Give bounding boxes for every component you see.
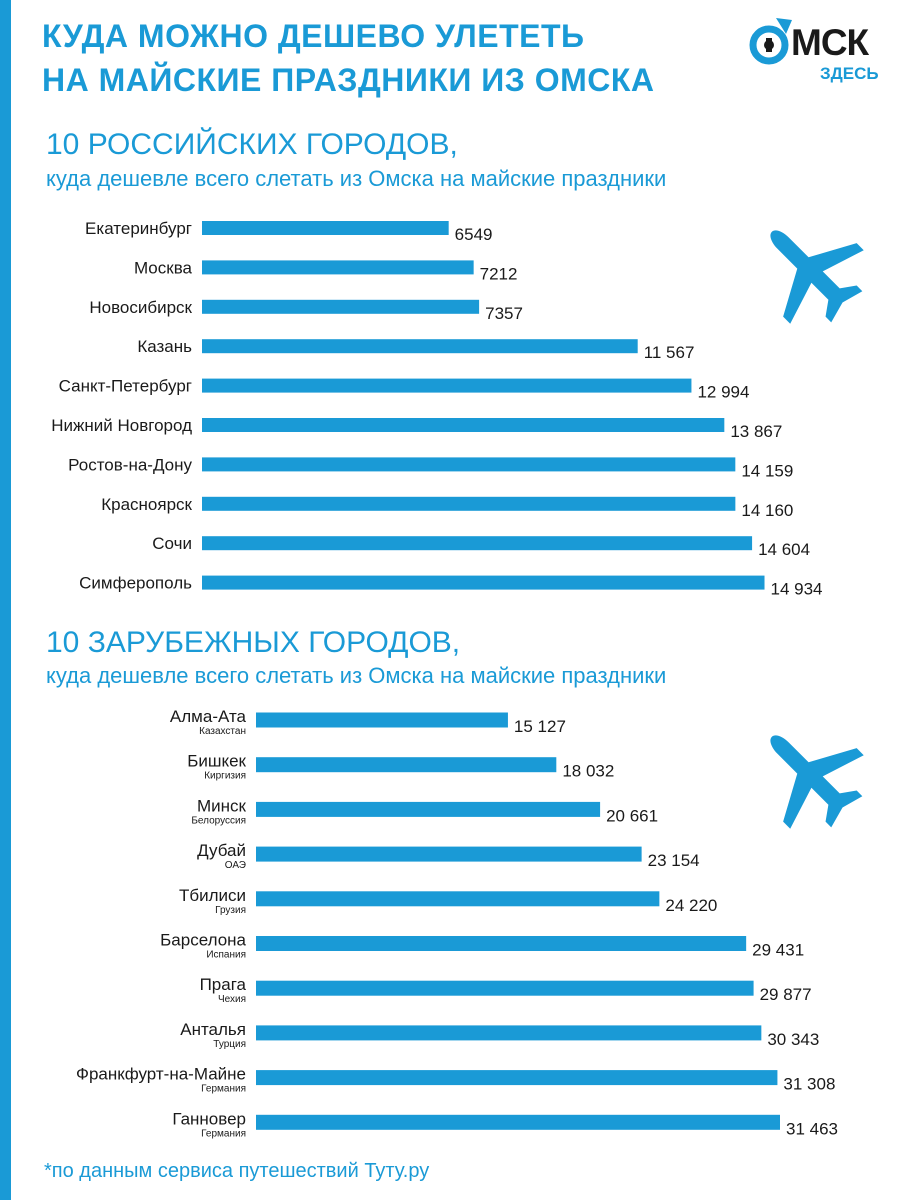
bar-7 (202, 457, 736, 472)
category-label: Симферополь (79, 574, 192, 593)
value-label: 20 661 (606, 806, 658, 825)
bar-9 (202, 536, 753, 551)
category-label: Барселона (160, 931, 246, 950)
category-label: Прага (200, 975, 247, 994)
source-footnote: *по данным сервиса путешествий Туту.ру (44, 1160, 430, 1182)
category-label: Минск (197, 796, 247, 815)
bar-3 (256, 801, 601, 817)
left-accent-stripe (0, 0, 11, 1200)
category-label: Екатеринбург (85, 219, 192, 238)
value-label: 14 160 (741, 501, 793, 520)
bar-1 (256, 712, 508, 728)
category-label: Красноярск (101, 495, 192, 514)
value-label: 18 032 (562, 762, 614, 781)
category-sublabel: Германия (201, 1084, 246, 1095)
value-label: 23 154 (648, 851, 700, 870)
bar-1 (202, 221, 449, 235)
category-sublabel: Киргизия (204, 771, 246, 782)
omsk-circle-arrow-icon (749, 18, 792, 65)
value-label: 11 567 (644, 343, 695, 362)
bar-6 (256, 936, 747, 951)
domestic-section-subtitle: куда дешевле всего слетать из Омска на м… (46, 166, 667, 191)
category-label: Новосибирск (89, 298, 192, 317)
domestic-section-heading: 10 РОССИЙСКИХ ГОРОДОВ, (46, 128, 458, 161)
category-label: Казань (137, 337, 192, 356)
category-sublabel: Турция (213, 1039, 246, 1050)
bar-4 (202, 339, 638, 354)
value-label: 14 934 (771, 580, 823, 599)
value-label: 31 463 (786, 1119, 838, 1138)
value-label: 31 308 (783, 1075, 835, 1094)
value-label: 30 343 (767, 1030, 819, 1049)
value-label: 7357 (485, 304, 523, 323)
category-sublabel: Грузия (215, 905, 246, 916)
omsk-logo: МСК ЗДЕСЬ (748, 16, 888, 86)
bar-2 (256, 757, 557, 773)
bar-9 (256, 1070, 778, 1086)
category-sublabel: Белоруссия (191, 815, 246, 826)
value-label: 12 994 (697, 383, 749, 402)
value-label: 29 431 (752, 941, 804, 960)
category-label: Санкт-Петербург (59, 377, 192, 396)
value-label: 15 127 (514, 717, 566, 736)
airplane-icon (770, 230, 864, 324)
category-sublabel: Испания (206, 950, 246, 961)
bar-8 (256, 1025, 762, 1041)
value-label: 6549 (455, 225, 493, 244)
category-label: Сочи (152, 534, 192, 553)
category-label: Дубай (197, 841, 246, 860)
category-sublabel: Германия (201, 1128, 246, 1139)
logo-text: МСК (791, 22, 869, 63)
bar-3 (202, 299, 480, 314)
page-title-line-1: КУДА МОЖНО ДЕШЕВО УЛЕТЕТЬ (42, 18, 585, 54)
bar-5 (202, 378, 692, 393)
international-section-subtitle: куда дешевле всего слетать из Омска на м… (46, 663, 667, 688)
international-section-heading: 10 ЗАРУБЕЖНЫХ ГОРОДОВ, (46, 626, 461, 659)
category-label: Тбилиси (179, 886, 246, 905)
bar-2 (202, 260, 474, 275)
value-label: 14 159 (741, 461, 793, 480)
bar-6 (202, 418, 725, 432)
value-label: 29 877 (760, 985, 812, 1004)
bar-10 (202, 575, 765, 590)
bar-4 (256, 846, 642, 862)
category-label: Анталья (180, 1020, 246, 1039)
category-label: Москва (134, 258, 193, 277)
category-label: Бишкек (187, 752, 246, 771)
value-label: 13 867 (730, 422, 782, 441)
bar-7 (256, 980, 754, 996)
category-label: Ганновер (172, 1109, 246, 1128)
airplane-icon (770, 735, 864, 829)
value-label: 24 220 (665, 896, 717, 915)
category-label: Алма-Ата (170, 707, 247, 726)
category-label: Нижний Новгород (51, 416, 192, 435)
category-sublabel: Казахстан (199, 726, 246, 737)
category-label: Ростов-на-Дону (68, 455, 192, 474)
bar-10 (256, 1114, 780, 1130)
bar-8 (202, 496, 736, 511)
bar-5 (256, 891, 660, 907)
logo-subtext: ЗДЕСЬ (820, 64, 879, 83)
value-label: 7212 (480, 264, 518, 283)
category-label: Франкфурт-на-Майне (76, 1065, 246, 1084)
category-sublabel: ОАЭ (225, 860, 246, 871)
value-label: 14 604 (758, 540, 810, 559)
page-title-line-2: НА МАЙСКИЕ ПРАЗДНИКИ ИЗ ОМСКА (42, 62, 655, 98)
category-sublabel: Чехия (218, 994, 246, 1005)
domestic-cities-bar-chart: Екатеринбург 6549 Москва 7212 Новосибирск 735… (51, 219, 823, 599)
